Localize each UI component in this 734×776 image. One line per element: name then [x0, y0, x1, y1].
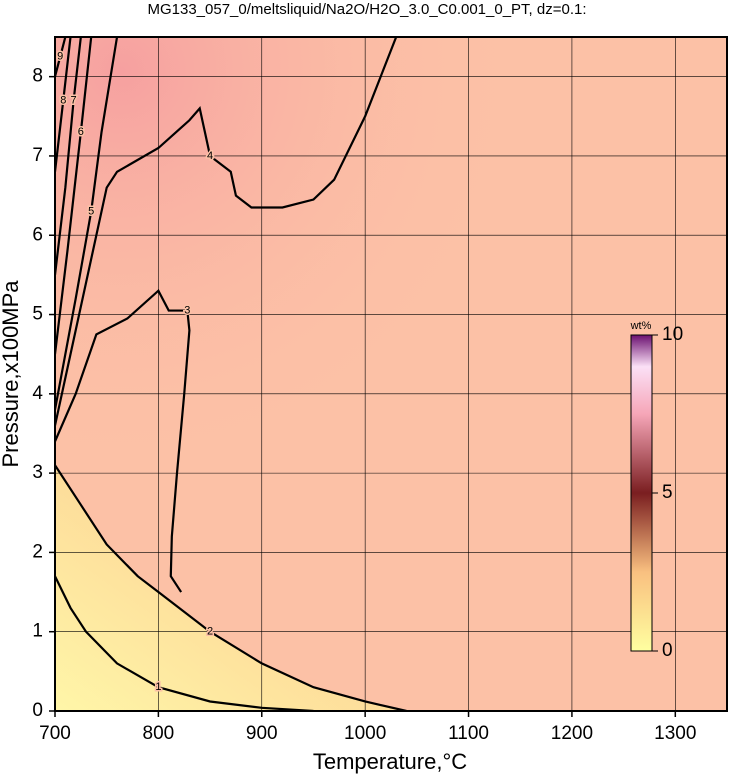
- contour-line: [55, 37, 67, 77]
- contour-label: 7: [71, 94, 77, 106]
- y-tick-label: 0: [32, 700, 43, 721]
- x-tick-label: 1300: [654, 723, 696, 744]
- colorbar-label: wt%: [630, 320, 652, 332]
- contour-label: 5: [88, 205, 94, 217]
- contour-line: [55, 288, 191, 593]
- contour-label: 6: [78, 126, 84, 138]
- colorbar-tick-label: 10: [662, 324, 683, 345]
- contour-line: [55, 37, 398, 426]
- colorbar: [630, 334, 653, 652]
- x-tick-label: 800: [143, 723, 175, 744]
- chart-title: MG133_057_0/meltsliquid/Na2O/H2O_3.0_C0.…: [147, 1, 586, 18]
- contour-line: [55, 464, 407, 711]
- contour-label: 8: [60, 94, 66, 106]
- contour-line: [55, 575, 314, 711]
- plot-area: [55, 37, 727, 711]
- x-axis-label: Temperature,°C: [313, 749, 467, 774]
- low-fill: [55, 465, 407, 711]
- contour-label: 9: [57, 51, 63, 63]
- y-tick-label: 1: [32, 621, 43, 642]
- contour-line: [55, 37, 119, 410]
- contour-line: [55, 37, 82, 276]
- contour-label: 4: [207, 150, 213, 162]
- y-tick-label: 2: [32, 541, 43, 562]
- contour-line: [55, 37, 72, 172]
- y-tick-label: 6: [32, 224, 43, 245]
- x-tick-label: 1100: [448, 723, 489, 744]
- x-tick-label: 700: [39, 723, 71, 744]
- colorbar-tick-label: 5: [662, 482, 673, 503]
- contour-label: 1: [155, 681, 161, 693]
- colorbar-tick-label: 0: [662, 640, 673, 661]
- y-tick-label: 4: [32, 383, 43, 404]
- contour-label: 2: [207, 626, 213, 638]
- x-tick-label: 1000: [344, 723, 386, 744]
- y-tick-label: 3: [32, 462, 43, 483]
- contour-line: [55, 37, 93, 355]
- x-tick-label: 1200: [551, 723, 593, 744]
- y-tick-label: 8: [32, 66, 43, 87]
- contour-label: 3: [184, 304, 190, 316]
- plot-frame: [54, 36, 728, 712]
- y-axis-label: Pressure,x100MPa: [0, 280, 23, 468]
- x-tick-label: 900: [246, 723, 278, 744]
- y-tick-label: 7: [32, 145, 43, 166]
- y-tick-label: 5: [32, 304, 43, 325]
